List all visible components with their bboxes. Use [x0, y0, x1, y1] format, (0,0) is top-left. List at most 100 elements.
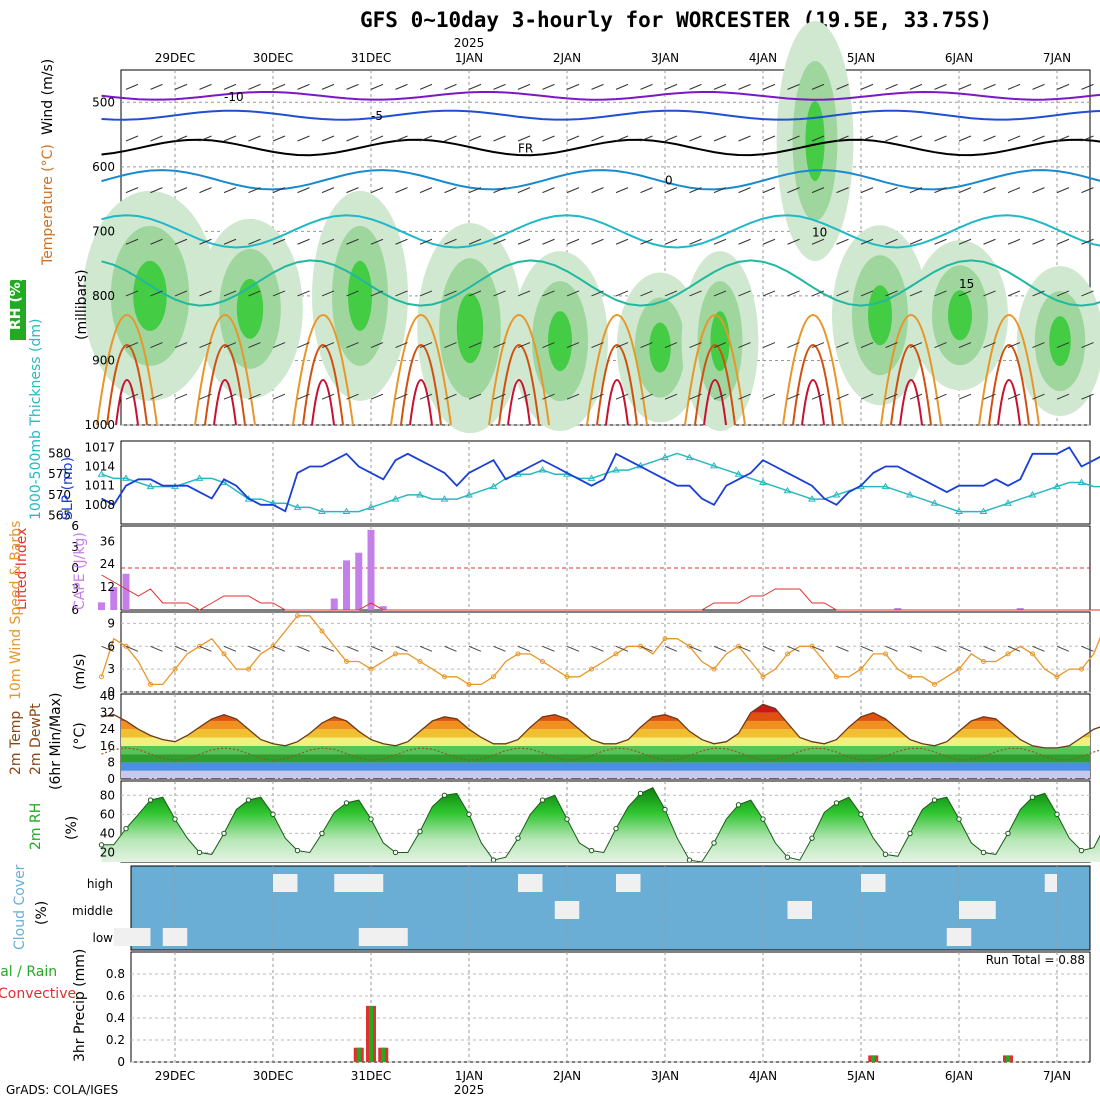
thickness-marker — [318, 507, 326, 515]
wind-barb — [689, 135, 702, 142]
rh-marker — [221, 830, 227, 837]
ylabel-wind10: 10m Wind Speed & Barbs — [8, 521, 24, 700]
wind-barb — [346, 238, 359, 245]
wind-speed-marker — [1054, 674, 1060, 680]
surface-wind-barb — [713, 645, 727, 652]
top-date-label: 4JAN — [749, 51, 777, 65]
wind-barb — [1081, 290, 1094, 297]
warm-contour — [596, 344, 638, 426]
wind-speed-marker — [1005, 651, 1011, 657]
rh-tick: 80 — [100, 788, 115, 802]
panel-frame-precip — [130, 951, 1091, 1063]
wind-barb — [738, 290, 751, 297]
top-date-label: 31DEC — [351, 51, 391, 65]
rh-marker — [735, 802, 742, 808]
surface-wind-barb — [1081, 645, 1094, 652]
wind-barb — [811, 135, 825, 142]
wind-barb — [297, 187, 310, 194]
thickness-marker — [832, 490, 841, 498]
wind-barb — [934, 187, 947, 194]
wind-barb — [787, 238, 800, 245]
wind-speed-marker — [1079, 666, 1084, 672]
li-tick: 3 — [71, 540, 79, 554]
wind-barb — [640, 135, 653, 142]
surface-wind-barb — [174, 645, 188, 652]
top-date-label: 7JAN — [1043, 51, 1071, 65]
temperature-contour — [101, 90, 1100, 101]
surface-wind-barb — [689, 645, 702, 652]
wind-barb — [640, 187, 653, 194]
rh-marker — [172, 816, 178, 822]
wind-barb — [860, 187, 874, 194]
wind-barb — [395, 187, 408, 194]
wind-barb — [248, 393, 261, 400]
wind-speed-marker — [319, 628, 325, 634]
li-tick: 3 — [71, 582, 79, 596]
thickness-marker — [293, 503, 302, 510]
cloud-label-middle: middle — [72, 904, 113, 918]
wind-barb — [762, 393, 776, 400]
wind-speed-marker — [981, 659, 986, 665]
wind-speed-marker — [1030, 651, 1035, 657]
wind-barb — [1056, 83, 1070, 90]
thickness-marker — [1028, 490, 1037, 498]
surface-wind-barb — [101, 645, 114, 652]
wind-barb — [836, 290, 849, 297]
thickness-marker — [489, 482, 498, 490]
wind-speed-marker — [295, 613, 300, 619]
wind-barb — [150, 135, 163, 142]
wind-barb — [468, 135, 482, 142]
rh-marker — [245, 797, 252, 803]
surface-wind-barb — [934, 645, 947, 652]
wind-barb — [689, 342, 702, 349]
wind-speed-marker — [197, 643, 202, 649]
wind-speed-marker — [368, 666, 374, 672]
rh-marker — [417, 828, 423, 835]
wind-barb — [125, 187, 139, 194]
wind-speed-marker — [711, 666, 717, 672]
thickness-marker — [710, 461, 718, 469]
cloud-block — [162, 928, 188, 946]
wind-barb — [1032, 342, 1045, 349]
wind-barb — [395, 393, 408, 400]
wind-speed-marker — [638, 643, 643, 649]
wind-barb — [1007, 393, 1021, 400]
temperature-contour — [101, 169, 1100, 191]
wind-speed-marker — [687, 643, 692, 649]
thickness-marker — [734, 470, 743, 477]
slp-tick: 1017 — [84, 440, 115, 454]
wind-barb — [542, 393, 555, 400]
wind-barb — [174, 393, 188, 400]
slp-line — [101, 446, 1100, 513]
wind-barb — [909, 290, 923, 297]
wind-barb — [909, 135, 923, 142]
wind-speed-marker — [270, 643, 276, 649]
wind-barb — [419, 290, 433, 297]
thickness-marker — [122, 474, 130, 481]
slp-tick: 1014 — [84, 460, 115, 474]
thickness-marker — [930, 499, 939, 506]
wind-barb — [370, 393, 384, 400]
wind-barb — [199, 187, 212, 194]
wind-barb — [934, 393, 947, 400]
wind-barb — [860, 238, 874, 245]
wind-speed-marker — [540, 659, 545, 665]
wind-barb — [1032, 238, 1045, 245]
warm-contour — [899, 379, 923, 426]
cloud-block — [787, 901, 812, 919]
ylabel-slp: SLP (mb) — [60, 457, 76, 520]
temperature-contour — [101, 259, 1100, 307]
wind-barb — [125, 342, 139, 349]
cloud-block — [113, 928, 151, 946]
rh-tick: 60 — [100, 807, 115, 821]
rh-marker — [784, 854, 791, 860]
wind-barb — [860, 393, 874, 400]
wind-barb — [885, 135, 898, 142]
rh-marker — [1029, 794, 1036, 800]
wind-barb — [860, 83, 874, 90]
thickness-marker — [195, 474, 204, 481]
rh-marker — [588, 847, 595, 854]
ylabel-precip: 3hr Precip (mm) — [72, 949, 88, 1062]
wind-barb — [444, 135, 457, 142]
surface-wind-barb — [591, 645, 604, 652]
